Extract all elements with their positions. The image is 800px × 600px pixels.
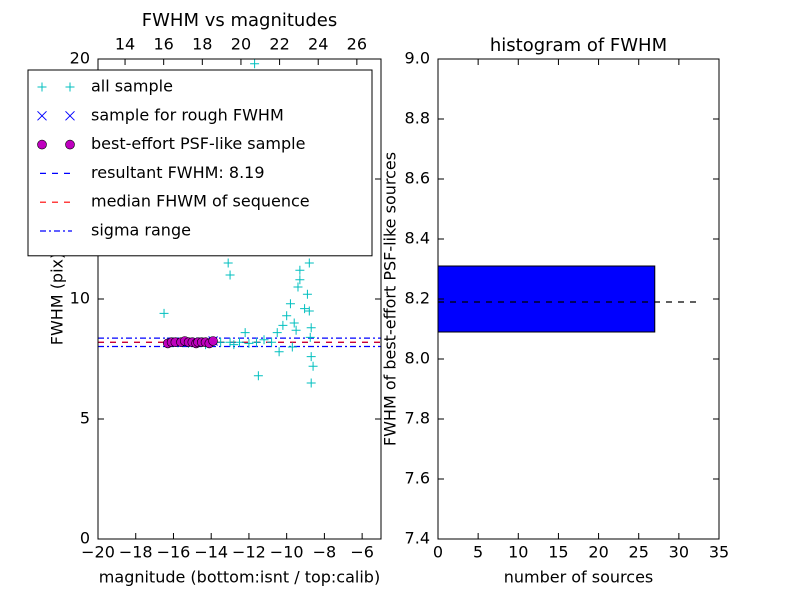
x-tick-label: 15 <box>548 543 568 562</box>
legend-marker <box>37 82 47 92</box>
data-point <box>285 299 295 309</box>
x2-tick-label: 22 <box>269 35 289 54</box>
data-point <box>293 282 303 292</box>
data-point <box>305 332 315 342</box>
y-tick-label: 9.0 <box>405 49 430 68</box>
legend-label: sample for rough FWHM <box>91 105 284 124</box>
x-tick-label: 35 <box>709 543 729 562</box>
data-point <box>225 337 235 347</box>
x-axis-label: number of sources <box>504 568 654 587</box>
y-tick-label: 8.6 <box>405 169 430 188</box>
data-point <box>304 258 314 268</box>
legend-marker <box>37 110 47 121</box>
x-tick-label: −12 <box>232 543 266 562</box>
y-tick-label: 8.8 <box>405 109 430 128</box>
data-point <box>267 337 277 347</box>
x-tick-label: 25 <box>629 543 649 562</box>
data-point <box>235 337 244 347</box>
data-point <box>251 337 261 347</box>
y-tick-label: 0 <box>80 529 90 548</box>
data-point <box>306 378 316 388</box>
legend-label: sigma range <box>91 221 191 240</box>
bar <box>437 265 656 333</box>
x2-tick-label: 24 <box>308 35 328 54</box>
data-point <box>240 328 250 338</box>
legend-label: median FHWM of sequence <box>91 192 310 211</box>
legend: all sample sample for rough FWHM best-effo… <box>27 69 373 257</box>
data-point <box>304 306 314 316</box>
x-tick-label: −16 <box>157 543 191 562</box>
y-tick-label: 7.8 <box>405 409 430 428</box>
x2-tick-label: 16 <box>153 35 173 54</box>
data-point <box>208 336 218 346</box>
legend-label: best-effort PSF-like sample <box>91 134 305 153</box>
x-axis-label: magnitude (bottom:isnt / top:calib) <box>99 568 380 587</box>
y-tick-label: 8.2 <box>405 289 430 308</box>
legend-label: all sample <box>91 77 173 96</box>
data-point <box>225 270 235 280</box>
y-tick-label: 20 <box>70 49 90 68</box>
data-point <box>295 265 305 275</box>
legend-marker <box>65 139 75 150</box>
data-point <box>244 338 254 348</box>
data-point <box>159 308 169 318</box>
legend-marker <box>65 110 75 121</box>
data-point <box>259 335 269 345</box>
data-point <box>302 289 312 299</box>
legend-marker <box>37 139 47 150</box>
x2-tick-label: 14 <box>115 35 135 54</box>
x-tick-label: −8 <box>313 543 337 562</box>
x-tick-label: −18 <box>119 543 153 562</box>
data-point <box>295 275 305 285</box>
x-tick-label: 5 <box>473 543 483 562</box>
x2-tick-label: 20 <box>231 35 251 54</box>
x-tick-label: −20 <box>81 543 115 562</box>
x-tick-label: 30 <box>669 543 689 562</box>
legend-label: resultant FWHM: 8.19 <box>91 163 265 182</box>
data-point <box>253 371 263 381</box>
data-point <box>229 340 239 350</box>
chart-title: histogram of FWHM <box>490 35 667 56</box>
data-point <box>306 323 316 333</box>
data-point <box>289 318 299 328</box>
data-point <box>287 342 297 352</box>
y-tick-label: 5 <box>80 409 90 428</box>
data-point <box>272 328 282 338</box>
x-tick-label: 10 <box>508 543 528 562</box>
data-point <box>291 325 301 335</box>
x-tick-label: 20 <box>588 543 608 562</box>
y-tick-label: 8.0 <box>405 349 430 368</box>
data-point <box>306 352 316 362</box>
legend-box <box>27 69 373 257</box>
data-point <box>308 361 318 371</box>
y-tick-label: 7.4 <box>405 529 430 548</box>
y-tick-label: 7.6 <box>405 469 430 488</box>
data-point <box>274 347 284 357</box>
x2-tick-label: 26 <box>347 35 367 54</box>
x-tick-label: −14 <box>194 543 228 562</box>
legend-marker <box>65 82 75 92</box>
x-tick-label: −10 <box>270 543 304 562</box>
x-tick-label: 0 <box>433 543 443 562</box>
y-axis-label: FWHM of best-effort PSF-like sources <box>381 152 400 446</box>
data-point <box>250 59 260 69</box>
data-point <box>300 304 310 314</box>
data-point <box>223 258 233 268</box>
y-tick-label: 10 <box>70 289 90 308</box>
x2-tick-label: 18 <box>192 35 212 54</box>
y-tick-label: 8.4 <box>405 229 430 248</box>
x-tick-label: −6 <box>350 543 374 562</box>
y-axis-label: FWHM (pix) <box>48 253 67 346</box>
data-point <box>282 311 292 321</box>
data-point <box>278 320 288 330</box>
chart-title: FWHM vs magnitudes <box>142 10 337 31</box>
